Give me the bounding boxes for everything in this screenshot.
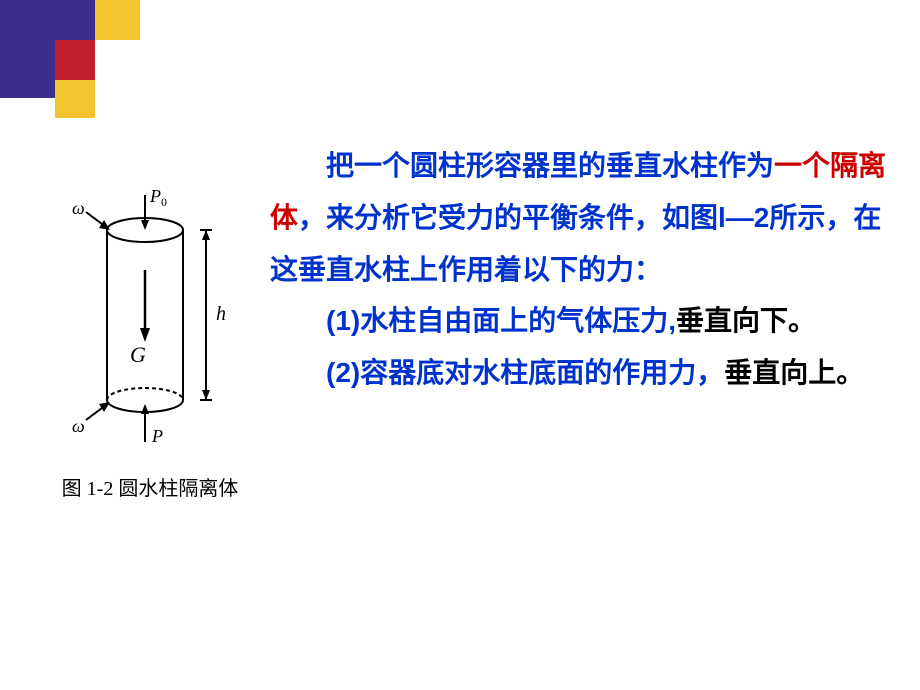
force-1-desc: (1)水柱自由面上的气体压力, [326,305,676,336]
svg-text:P: P [149,186,161,206]
g-label: G [130,342,146,367]
text-column: 把一个圆柱形容器里的垂直水柱作为一个隔离体，来分析它受力的平衡条件，如图l—2所… [270,140,890,501]
figure-caption: 图 1-2 圆水柱隔离体 [40,472,260,501]
paragraph-2: (1)水柱自由面上的气体压力,垂直向下。 [270,295,890,347]
cylinder-diagram: P 0 ω G ω P h [50,180,250,460]
slide-content: P 0 ω G ω P h 图 1-2 圆水柱隔离体 把一个圆柱形容器里的垂直水… [40,140,890,501]
intro-text-b: ，来分析它受力的平衡条件，如图l—2所示，在这垂直水柱上作用着以下的力： [270,202,881,285]
paragraph-1: 把一个圆柱形容器里的垂直水柱作为一个隔离体，来分析它受力的平衡条件，如图l—2所… [270,140,890,295]
force-1-direction: 垂直向下。 [676,305,816,336]
omega-top-label: ω [72,198,85,218]
p-label: P [151,426,163,446]
force-2-direction: 垂直向上。 [724,357,864,388]
corner-decoration [0,0,180,130]
svg-text:0: 0 [161,195,167,209]
omega-bottom-label: ω [72,416,85,436]
intro-text-a: 把一个圆柱形容器里的垂直水柱作为 [326,150,774,181]
force-2-desc: (2)容器底对水柱底面的作用力， [326,357,724,388]
figure-column: P 0 ω G ω P h 图 1-2 圆水柱隔离体 [40,140,260,501]
h-label: h [216,303,226,325]
paragraph-3: (2)容器底对水柱底面的作用力，垂直向上。 [270,347,890,399]
